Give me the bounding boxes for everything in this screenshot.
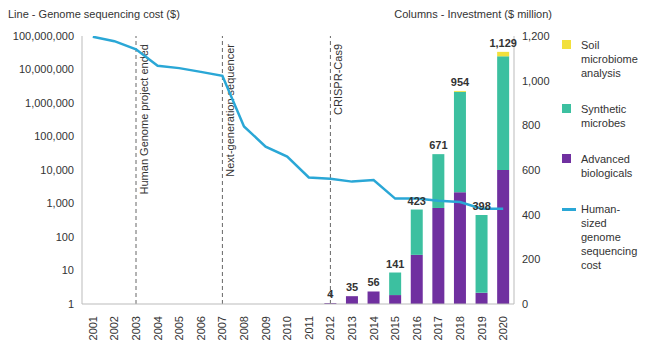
- svg-text:2015: 2015: [389, 316, 401, 340]
- svg-text:2019: 2019: [476, 316, 488, 340]
- svg-text:2012: 2012: [324, 316, 336, 340]
- svg-text:100: 100: [56, 231, 74, 243]
- svg-text:2003: 2003: [130, 316, 142, 340]
- svg-text:2004: 2004: [152, 316, 164, 340]
- svg-text:600: 600: [522, 164, 540, 176]
- svg-text:1,200: 1,200: [522, 30, 550, 42]
- svg-text:2010: 2010: [281, 316, 293, 340]
- html-text:Advanced biologicals: Advanced biologicals: [581, 153, 633, 179]
- svg-text:10: 10: [62, 264, 74, 276]
- svg-text:2009: 2009: [260, 316, 272, 340]
- svg-text:2020: 2020: [497, 316, 509, 340]
- svg-text:141: 141: [386, 258, 404, 270]
- html-text:Line - Genome sequencing cost: Line - Genome sequencing cost ($): [8, 8, 180, 20]
- svg-text:56: 56: [367, 276, 379, 288]
- svg-text:1,000: 1,000: [522, 75, 550, 87]
- svg-text:2005: 2005: [173, 316, 185, 340]
- svg-text:400: 400: [522, 209, 540, 221]
- svg-text:35: 35: [346, 281, 358, 293]
- svg-text:2013: 2013: [346, 316, 358, 340]
- svg-text:0: 0: [522, 298, 528, 310]
- svg-text:1,129: 1,129: [489, 37, 517, 49]
- svg-text:2007: 2007: [216, 316, 228, 340]
- svg-text:1: 1: [68, 298, 74, 310]
- svg-text:2016: 2016: [411, 316, 423, 340]
- svg-text:10,000,000: 10,000,000: [19, 63, 74, 75]
- svg-text:2002: 2002: [108, 316, 120, 340]
- svg-text:200: 200: [522, 253, 540, 265]
- svg-text:2001: 2001: [87, 316, 99, 340]
- svg-text:2017: 2017: [432, 316, 444, 340]
- svg-text:671: 671: [429, 139, 447, 151]
- svg-text:Next-generation sequencer: Next-generation sequencer: [224, 44, 236, 177]
- svg-text:800: 800: [522, 119, 540, 131]
- html-text:Synthetic microbes: Synthetic microbes: [581, 103, 627, 129]
- html-text:Human-sized genome sequencing: Human-sized genome sequencing cost: [581, 203, 638, 271]
- html-text:Columns - Investment ($ millio: Columns - Investment ($ million): [394, 8, 552, 20]
- svg-text:CRISPR-Cas9: CRISPR-Cas9: [332, 44, 344, 115]
- svg-text:423: 423: [408, 195, 426, 207]
- svg-text:10,000: 10,000: [40, 164, 74, 176]
- svg-text:2014: 2014: [368, 316, 380, 340]
- svg-text:398: 398: [472, 200, 490, 212]
- html-text:Soil microbiome analysis: Soil microbiome analysis: [581, 39, 638, 79]
- svg-text:954: 954: [451, 76, 470, 88]
- svg-text:2018: 2018: [454, 316, 466, 340]
- svg-text:1,000,000: 1,000,000: [25, 97, 74, 109]
- svg-text:2011: 2011: [303, 316, 315, 340]
- svg-text:4: 4: [327, 288, 334, 300]
- svg-text:100,000,000: 100,000,000: [13, 30, 74, 42]
- svg-text:Human Genome project ended: Human Genome project ended: [138, 44, 150, 194]
- svg-text:1,000: 1,000: [46, 197, 74, 209]
- svg-text:2006: 2006: [195, 316, 207, 340]
- svg-text:2008: 2008: [238, 316, 250, 340]
- svg-text:100,000: 100,000: [34, 130, 74, 142]
